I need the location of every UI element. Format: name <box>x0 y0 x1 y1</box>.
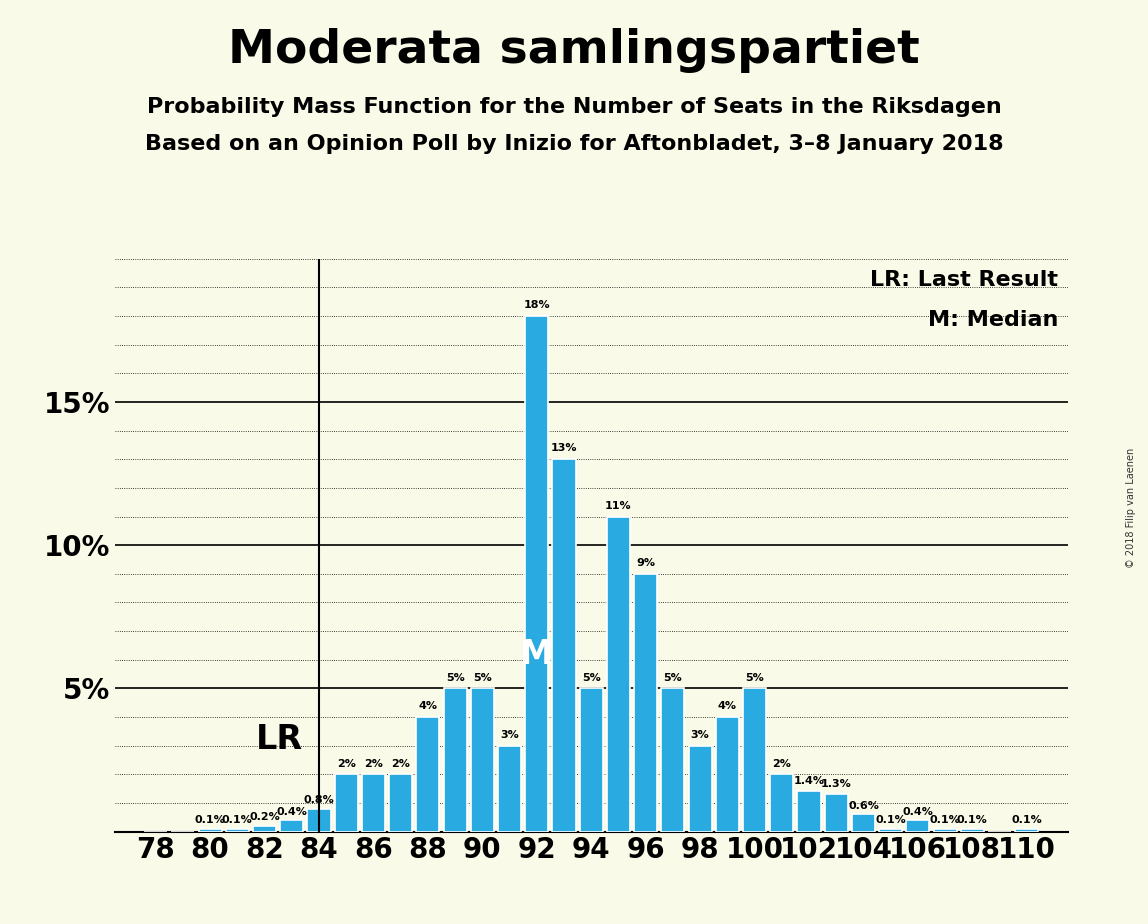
Text: 2%: 2% <box>336 759 356 769</box>
Bar <box>471 688 494 832</box>
Text: 11%: 11% <box>605 501 631 511</box>
Bar <box>770 774 793 832</box>
Text: Moderata samlingspartiet: Moderata samlingspartiet <box>228 28 920 73</box>
Bar <box>525 316 549 832</box>
Text: 5%: 5% <box>745 673 763 683</box>
Bar <box>199 829 222 832</box>
Text: LR: Last Result: LR: Last Result <box>870 270 1058 290</box>
Text: 9%: 9% <box>636 558 656 568</box>
Text: 2%: 2% <box>773 759 791 769</box>
Text: 0.1%: 0.1% <box>875 815 906 825</box>
Text: 1.4%: 1.4% <box>793 776 824 785</box>
Bar <box>852 814 875 832</box>
Text: 5%: 5% <box>582 673 600 683</box>
Text: 0.1%: 0.1% <box>930 815 961 825</box>
Bar <box>226 829 249 832</box>
Text: 5%: 5% <box>445 673 465 683</box>
Bar <box>607 517 630 832</box>
Text: 5%: 5% <box>473 673 491 683</box>
Bar <box>824 795 848 832</box>
Text: 4%: 4% <box>718 701 737 711</box>
Text: 0.4%: 0.4% <box>277 807 308 817</box>
Bar <box>253 826 277 832</box>
Text: 0.2%: 0.2% <box>249 812 280 822</box>
Bar <box>580 688 603 832</box>
Text: 13%: 13% <box>551 444 577 454</box>
Text: 5%: 5% <box>664 673 682 683</box>
Text: 0.8%: 0.8% <box>303 796 334 805</box>
Bar <box>634 574 658 832</box>
Bar <box>362 774 385 832</box>
Text: 3%: 3% <box>501 730 519 740</box>
Text: © 2018 Filip van Laenen: © 2018 Filip van Laenen <box>1126 448 1135 568</box>
Bar <box>715 717 739 832</box>
Bar <box>879 829 902 832</box>
Bar <box>334 774 358 832</box>
Text: M: M <box>520 638 553 671</box>
Bar <box>443 688 467 832</box>
Text: 4%: 4% <box>418 701 437 711</box>
Text: 0.1%: 0.1% <box>222 815 253 825</box>
Bar <box>1015 829 1039 832</box>
Bar <box>689 746 712 832</box>
Bar <box>661 688 684 832</box>
Text: Probability Mass Function for the Number of Seats in the Riksdagen: Probability Mass Function for the Number… <box>147 97 1001 117</box>
Bar <box>308 808 331 832</box>
Bar <box>417 717 440 832</box>
Text: 0.4%: 0.4% <box>902 807 933 817</box>
Text: 18%: 18% <box>523 300 550 310</box>
Bar <box>498 746 521 832</box>
Text: 0.1%: 0.1% <box>957 815 987 825</box>
Text: 2%: 2% <box>391 759 410 769</box>
Text: M: Median: M: Median <box>928 310 1058 330</box>
Bar <box>389 774 412 832</box>
Text: 2%: 2% <box>364 759 383 769</box>
Bar <box>743 688 766 832</box>
Bar <box>552 459 575 832</box>
Text: Based on an Opinion Poll by Inizio for Aftonbladet, 3–8 January 2018: Based on an Opinion Poll by Inizio for A… <box>145 134 1003 154</box>
Bar <box>798 792 821 832</box>
Text: 0.6%: 0.6% <box>848 801 879 811</box>
Text: 1.3%: 1.3% <box>821 779 852 788</box>
Bar <box>280 821 303 832</box>
Text: LR: LR <box>256 723 303 757</box>
Text: 0.1%: 0.1% <box>1011 815 1042 825</box>
Bar <box>906 821 930 832</box>
Text: 3%: 3% <box>691 730 709 740</box>
Bar <box>961 829 984 832</box>
Text: 0.1%: 0.1% <box>195 815 225 825</box>
Bar <box>933 829 956 832</box>
